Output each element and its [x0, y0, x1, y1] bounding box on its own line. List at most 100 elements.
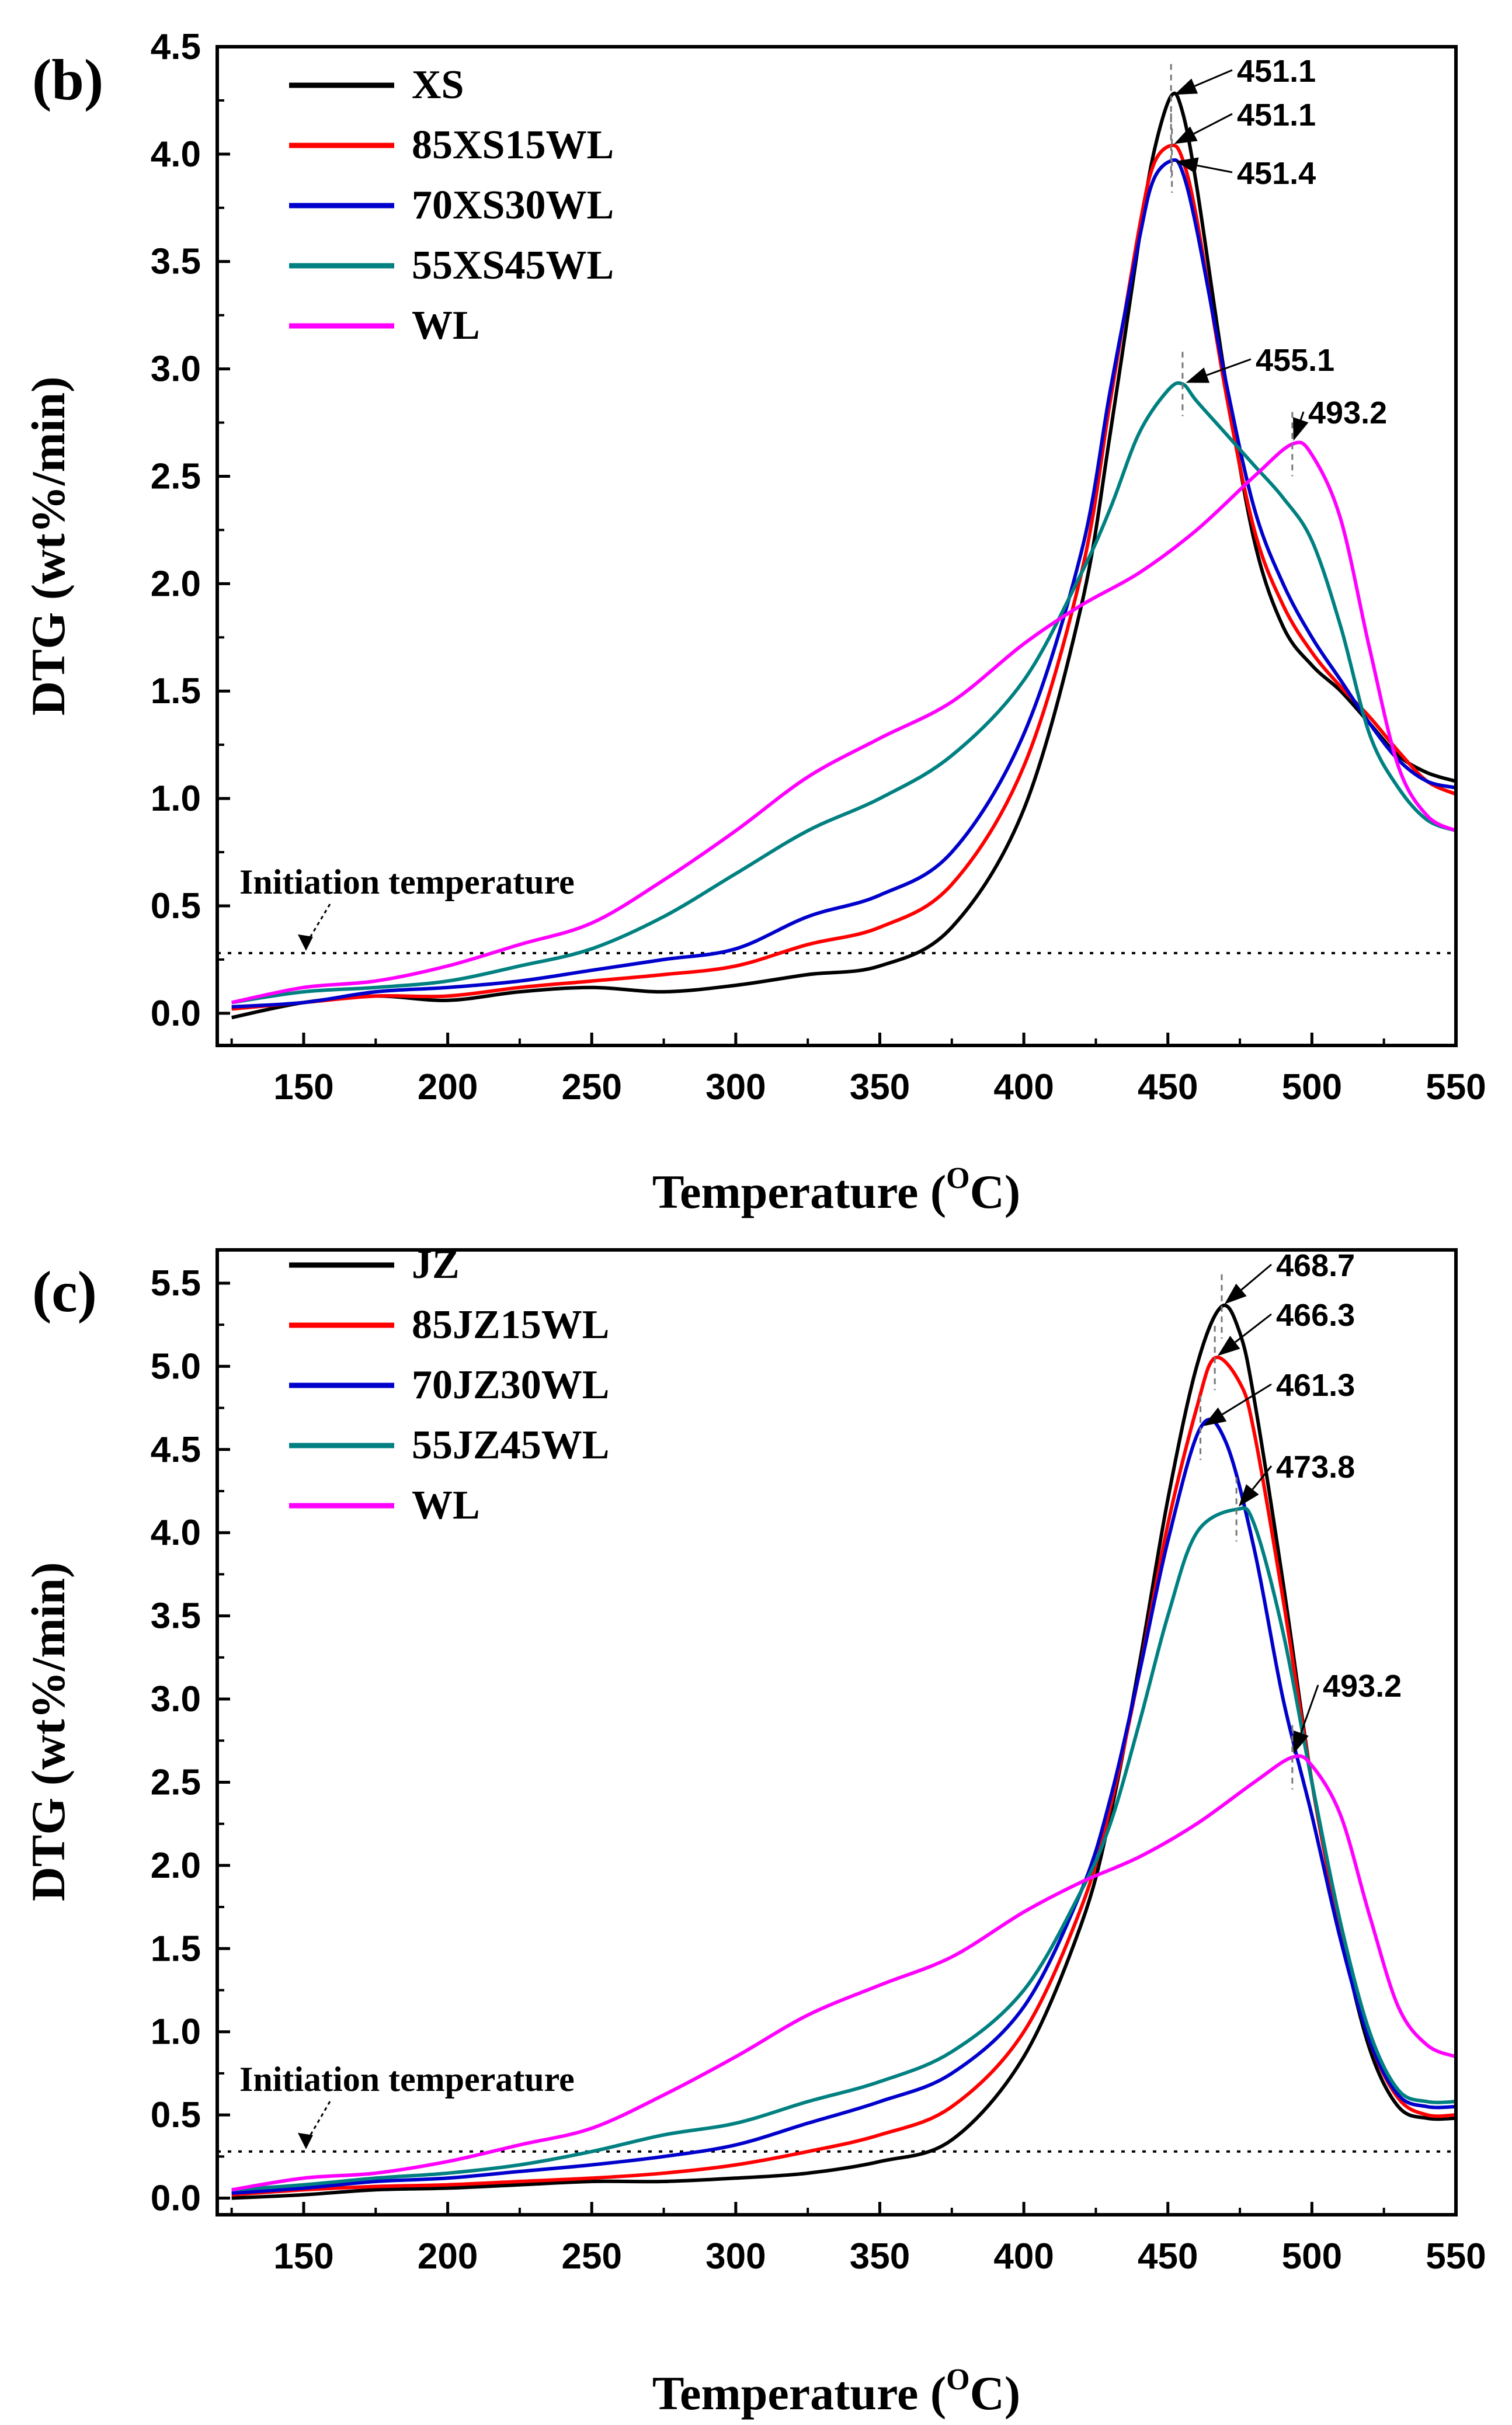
panel-b-y-tick-label: 3.5 [151, 242, 201, 282]
panel-b-peak-arrow [1197, 164, 1233, 173]
panel-b-y-tick-label: 1.0 [151, 779, 201, 819]
panel-b-x-label-degree: O [946, 1162, 969, 1195]
panel-b-x-tick-label: 150 [273, 1067, 333, 1107]
panel-b-series-70xs30wl [231, 158, 1456, 1009]
panel-c-peak-arrow [1252, 1465, 1273, 1491]
panel-c-y-tick-label: 4.0 [151, 1513, 201, 1553]
panel-b-peak-arrowhead [1175, 157, 1199, 174]
panel-c-y-tick-label: 3.0 [151, 1679, 201, 1719]
panel-c-peak-label: 468.7 [1276, 1248, 1355, 1283]
panel-c-peak-label: 493.2 [1323, 1669, 1402, 1704]
panel-c-legend-label-wl: WL [412, 1483, 480, 1528]
panel-c-x-label-degree: O [946, 2363, 969, 2396]
panel-b-peak-arrowhead [1174, 126, 1198, 144]
panel-c-x-tick-label: 400 [993, 2236, 1054, 2277]
panel-c-peak-arrowhead [1203, 1407, 1227, 1426]
panel-c-x-label-main: Temperature ( [652, 2367, 946, 2420]
panel-c-x-tick-label: 250 [562, 2236, 622, 2277]
panel-c-y-axis-label: DTG (wt%/min) [22, 1562, 75, 1902]
panel-b-label: (b) [32, 47, 103, 112]
panel-c-y-tick-label: 0.5 [151, 2095, 201, 2135]
panel-b-peak-arrow [1299, 411, 1305, 421]
panel-b-peak-arrow [1194, 69, 1233, 87]
panel-b-y-tick-label: 4.5 [151, 27, 201, 67]
panel-b-x-tick-label: 550 [1426, 1067, 1486, 1107]
panel-c-legend: JZ 85JZ15WL 70JZ30WL 55JZ45WL WL [289, 1242, 609, 1528]
panel-b-y-tick-label: 0.5 [151, 886, 201, 926]
panel-b-series-85xs15wl [231, 143, 1456, 1011]
panel-b-legend-label-wl: WL [412, 303, 480, 348]
panel-b-peak-label: 451.4 [1237, 156, 1316, 191]
panel-c-peak-arrow [1234, 1313, 1272, 1343]
panel-c-x-tick-label: 350 [850, 2236, 910, 2277]
panel-b-series-55xs45wl [231, 381, 1456, 1005]
panel-b-y-tick-label: 3.0 [151, 349, 201, 390]
panel-c-x-label-unit: C) [970, 2367, 1021, 2420]
panel-b-y-tick-label: 0.0 [151, 993, 201, 1034]
panel-c-series-55jz45wl [231, 1506, 1456, 2192]
panel-b-peak-label: 451.1 [1237, 98, 1316, 133]
panel-b-x-label-main: Temperature ( [652, 1165, 946, 1218]
panel-c-y-tick-label: 4.5 [151, 1430, 201, 1470]
panel-b-peak-arrow [1206, 358, 1252, 376]
panel-b-x-tick-label: 350 [850, 1067, 910, 1107]
panel-c-series-70jz30wl [231, 1418, 1456, 2195]
panel-b-peak-label: 455.1 [1256, 343, 1334, 378]
panel-c-peak-arrowhead [1238, 1484, 1259, 1507]
panel-b-x-tick-label: 450 [1138, 1067, 1198, 1107]
panel-c-x-axis-label: Temperature (OC) [652, 2363, 1020, 2420]
panel-b-x-tick-label: 400 [993, 1067, 1054, 1107]
panel-c-series-wl [231, 1754, 1456, 2192]
panel-c-x-tick-label: 550 [1426, 2236, 1486, 2277]
panel-c-x-tick-label: 450 [1138, 2236, 1198, 2277]
panel-c-peak-arrowhead [1293, 1730, 1309, 1755]
panel-c-plot-frame [215, 1248, 1458, 2216]
panel-c-legend-label-85jz15wl: 85JZ15WL [412, 1302, 609, 1347]
panel-b-legend-label-55xs45wl: 55XS45WL [412, 243, 614, 288]
panel-b-x-tick-label: 300 [705, 1067, 766, 1107]
panel-b-legend-label-85xs15wl: 85XS15WL [412, 123, 614, 168]
panel-c-y-tick-label: 3.5 [151, 1596, 201, 1637]
panel-b: 150 200 250 300 350 400 450 500 550 0.0 0.5 1.0 1.5 2… [22, 27, 1486, 1218]
panel-b-x-axis-label: Temperature (OC) [652, 1162, 1020, 1218]
panel-b-legend-label-xs: XS [412, 62, 464, 107]
panel-c-y-tick-label: 5.0 [151, 1346, 201, 1387]
panel-c-initiation-label: Initiation temperature [239, 2060, 575, 2099]
panel-b-legend: XS 85XS15WL 70XS30WL 55XS45WL WL [289, 62, 614, 348]
panel-b-y-tick-label: 1.5 [151, 671, 201, 711]
panel-b-series-wl [231, 440, 1456, 1005]
panel-b-y-axis-label: DTG (wt%/min) [22, 377, 75, 716]
panel-c-y-tick-label: 1.0 [151, 2012, 201, 2052]
panel-b-x-tick-label: 250 [562, 1067, 622, 1107]
panel-b-peak-label: 451.1 [1237, 54, 1316, 89]
panel-c-peak-label: 473.8 [1276, 1450, 1355, 1485]
panel-b-y-tick-label: 4.0 [151, 134, 201, 175]
panel-b-peak-label: 493.2 [1308, 395, 1387, 430]
panel-c-x-tick-label: 150 [273, 2236, 333, 2277]
panel-c-x-tick-label: 200 [418, 2236, 478, 2277]
panel-c-peak-label: 461.3 [1276, 1368, 1355, 1403]
panel-c-y-tick-label: 5.5 [151, 1263, 201, 1304]
panel-b-x-tick-label: 500 [1282, 1067, 1342, 1107]
panel-c-y-tick-label: 2.0 [151, 1846, 201, 1886]
panel-c-x-tick-label: 300 [705, 2236, 766, 2277]
panel-c-y-tick-label: 0.0 [151, 2179, 201, 2219]
panel-c-peak-arrow [1240, 1263, 1272, 1291]
panel-c-label: (c) [32, 1259, 97, 1324]
panel-b-legend-label-70xs30wl: 70XS30WL [412, 183, 614, 228]
panel-b-peak-arrow [1193, 113, 1233, 135]
panel-c-initiation-arrow [297, 2101, 331, 2149]
panel-c-peak-arrowhead [1224, 1283, 1247, 1304]
panel-c-peak-arrow [1300, 1684, 1319, 1733]
panel-c-x-tick-label: 500 [1282, 2236, 1342, 2277]
panel-b-y-tick-label: 2.0 [151, 564, 201, 604]
panel-b-peak-arrowhead [1174, 78, 1198, 95]
panel-b-y-tick-label: 2.5 [151, 456, 201, 496]
panel-b-x-tick-label: 200 [418, 1067, 478, 1107]
panel-b-initiation-label: Initiation temperature [239, 863, 575, 901]
panel-c-peak-annotations: 468.7 466.3 461.3 473.8 493.2 [1199, 1248, 1402, 1790]
panel-c-legend-label-70jz30wl: 70JZ30WL [412, 1363, 609, 1408]
panel-b-plot-frame [215, 45, 1458, 1047]
panel-c: 150 200 250 300 350 400 450 500 550 0.0 0.5 1.0 1.5 2… [22, 1242, 1486, 2420]
